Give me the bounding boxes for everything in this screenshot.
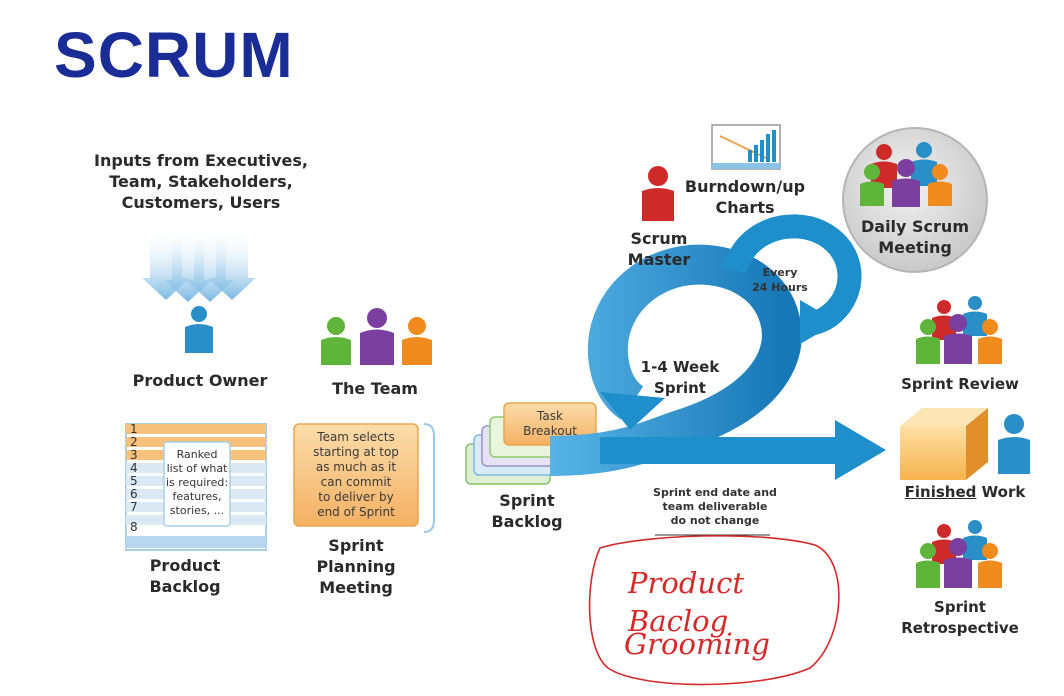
sprint-backlog-label: Sprint Backlog [491,491,563,531]
sprint-loop-arrow [549,244,802,476]
daily-scrum-label: Daily Scrum Meeting [860,217,969,257]
page-title: SCRUM [54,19,294,91]
sprint-end-note: Sprint end date and team deliverable do … [653,486,777,527]
team-people-icon [321,308,432,365]
inputs-label: Inputs from Executives, Team, Stakeholde… [93,151,308,212]
handwritten-circle [588,535,840,686]
product-owner-label: Product Owner [132,371,268,390]
burndown-label: Burndown/up Charts [684,177,806,217]
daily-loop-arrow [723,214,862,344]
finished-person-icon [998,414,1030,474]
handwritten-line-2: Grooming [624,627,770,661]
product-owner-person-icon [185,306,213,353]
burndown-chart-icon [711,124,781,170]
finished-work-rest: Work [976,483,1026,501]
sprint-planning-note: Team selects starting at top as much as … [313,430,399,519]
task-breakout-label: Task Breakout [523,409,577,438]
backlog-row-number: 1 [130,422,138,436]
handwritten-line-1: Product Baclog [628,566,744,638]
inputs-arrows [142,228,256,302]
backlog-row-number: 7 [130,500,138,514]
every-24-hours-label: Every 24 Hours [752,266,808,294]
product-backlog-stack [125,423,267,551]
sprint-planning-card [293,423,435,533]
backlog-row-number: 5 [130,474,138,488]
sprint-retrospective-label: Sprint Retrospective [901,598,1019,637]
finished-work-box-icon [900,408,988,480]
sprint-cycle-label: 1-4 Week Sprint [640,358,720,397]
scrum-master-label: Scrum Master [627,229,691,269]
sprint-planning-label: Sprint Planning Meeting [316,536,396,597]
backlog-row-number: 6 [130,487,138,501]
backlog-row-number: 8 [130,520,138,534]
delivery-arrow [600,420,886,480]
finished-word: Finished [904,483,977,501]
backlog-row-number: 3 [130,448,138,462]
finished-work-label: Finished Work [880,482,1050,503]
sprint-review-label: Sprint Review [901,375,1019,393]
daily-scrum-circle [842,127,988,273]
product-backlog-label: Product Backlog [149,556,221,596]
backlog-row-numbers: 1 2 3 4 5 6 7 8 [130,423,144,534]
backlog-row-number: 2 [130,435,138,449]
backlog-row-number: 4 [130,461,138,475]
sprint-review-people-icon [916,296,1002,364]
sprint-retrospective-people-icon [916,520,1002,588]
scrum-master-person-icon [642,166,674,221]
team-label: The Team [332,379,418,398]
backlog-note: Ranked list of what is required: feature… [165,448,229,517]
